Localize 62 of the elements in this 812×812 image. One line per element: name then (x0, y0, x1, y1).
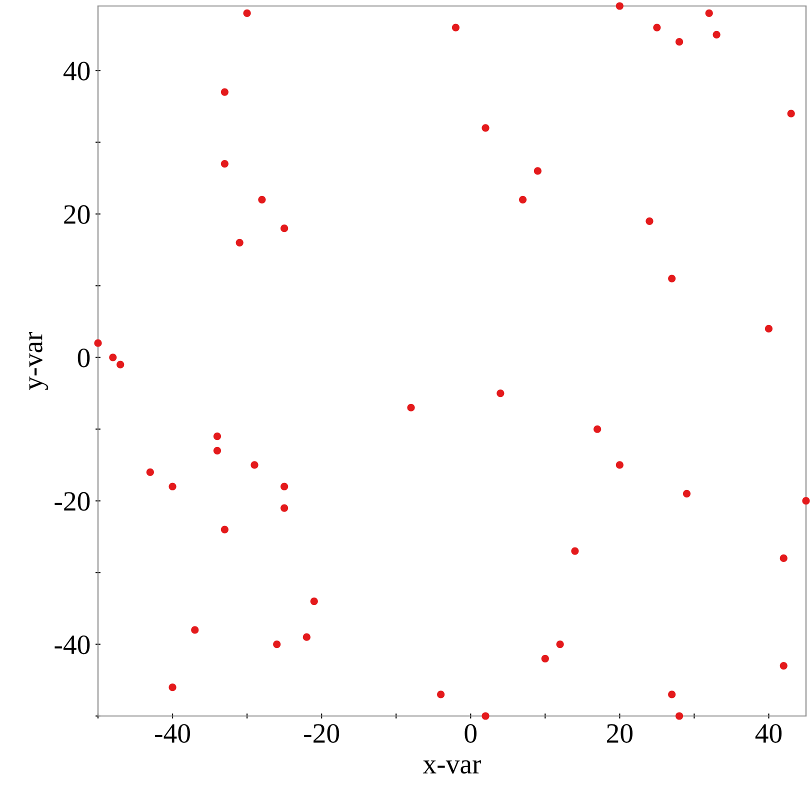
point (258, 196, 266, 204)
point (764, 324, 773, 333)
y-tick-label: -20 (54, 492, 90, 511)
point (541, 654, 549, 662)
point (705, 9, 713, 17)
point (496, 389, 504, 398)
point (191, 626, 199, 634)
point (676, 712, 684, 720)
point (780, 662, 788, 670)
point (213, 432, 222, 440)
point (280, 482, 288, 490)
y-tick-label: 0 (78, 348, 90, 368)
point (712, 30, 720, 38)
x-tick-label: 0 (464, 724, 477, 743)
point (109, 354, 117, 362)
x-tick-label: -40 (155, 724, 190, 743)
point (668, 274, 676, 282)
point (310, 597, 318, 606)
point (594, 425, 602, 433)
point (236, 238, 244, 246)
point (646, 217, 654, 225)
point (168, 482, 176, 490)
y-axis-title: y-var (29, 332, 48, 390)
point (220, 160, 228, 168)
point (250, 461, 258, 469)
point (302, 633, 310, 641)
point (116, 360, 124, 368)
point (213, 446, 222, 454)
x-axis-title: x-var (422, 760, 482, 774)
y-tick-label: 20 (64, 205, 90, 224)
point (168, 684, 176, 692)
point (616, 461, 624, 469)
point (787, 110, 795, 118)
point (482, 712, 490, 720)
point (146, 468, 154, 476)
point (616, 2, 624, 10)
point (243, 9, 251, 17)
point (220, 526, 228, 534)
point (482, 124, 490, 132)
point (571, 547, 579, 555)
point (802, 497, 810, 505)
point (437, 690, 445, 698)
point (452, 24, 460, 32)
point (676, 38, 684, 46)
point (280, 504, 288, 512)
point (273, 640, 281, 648)
point (780, 554, 788, 562)
point (668, 690, 676, 698)
x-tick-label: 20 (607, 724, 633, 743)
point (407, 404, 415, 412)
point (653, 24, 661, 32)
point (94, 339, 102, 347)
y-tick-label: -40 (54, 635, 90, 654)
point (682, 490, 691, 498)
y-tick-label: 40 (63, 62, 90, 80)
point (534, 167, 542, 175)
point (556, 640, 564, 648)
x-tick-label: 40 (755, 724, 782, 743)
point (518, 196, 527, 204)
point (280, 224, 288, 232)
x-tick-label: -20 (304, 724, 340, 743)
point (220, 88, 228, 96)
